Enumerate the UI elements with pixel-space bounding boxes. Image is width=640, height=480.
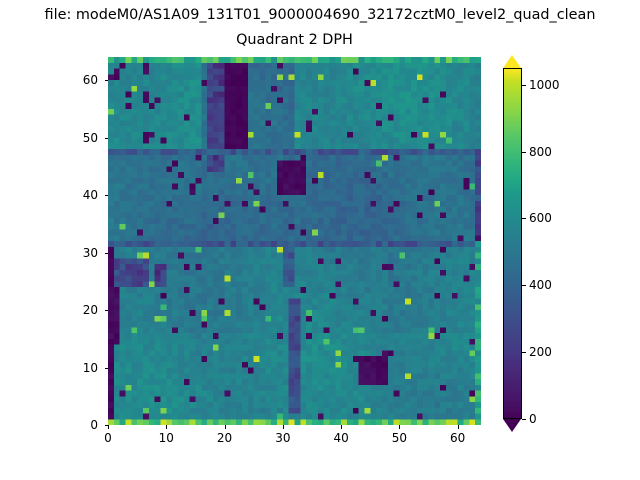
colorbar-tick-label: 200 <box>529 345 552 360</box>
heatmap-image <box>108 57 481 425</box>
x-tick-mark <box>457 425 459 429</box>
colorbar-gradient <box>503 68 522 419</box>
y-tick-mark <box>104 425 108 426</box>
x-tick-mark <box>166 425 168 429</box>
colorbar-tick-label: 0 <box>529 412 537 426</box>
x-tick-mark <box>224 425 226 429</box>
colorbar-tick-mark <box>522 84 526 86</box>
colorbar-tick-mark <box>522 419 526 420</box>
y-tick-label: 60 <box>82 73 98 87</box>
y-tick-label: 40 <box>82 188 98 202</box>
x-tick-label: 10 <box>158 431 174 445</box>
y-tick-mark <box>104 310 108 311</box>
x-tick-label: 60 <box>450 431 466 445</box>
y-tick-mark <box>104 252 108 254</box>
x-tick-mark <box>108 425 109 429</box>
y-tick-label: 20 <box>82 303 98 317</box>
heatmap-axes <box>107 56 482 426</box>
y-tick-label: 30 <box>82 245 98 260</box>
colorbar-extend-max-arrow-icon <box>503 55 521 68</box>
x-tick-mark <box>399 425 401 429</box>
y-tick-label: 10 <box>82 360 98 375</box>
x-tick-mark <box>341 425 343 429</box>
colorbar-tick-label: 1000 <box>529 77 560 92</box>
x-tick-label: 0 <box>104 431 112 445</box>
x-tick-label: 30 <box>275 431 291 445</box>
colorbar-tick-mark <box>522 151 526 153</box>
colorbar-tick-mark <box>522 218 526 220</box>
y-tick-mark <box>104 195 108 196</box>
colorbar-tick-mark <box>522 285 526 287</box>
colorbar-tick-label: 800 <box>529 144 552 159</box>
y-tick-label: 0 <box>90 418 98 432</box>
x-tick-mark <box>282 425 284 429</box>
figure-suptitle: file: modeM0/AS1A09_131T01_9000004690_32… <box>44 7 596 23</box>
colorbar-tick-mark <box>522 352 526 354</box>
y-tick-label: 50 <box>82 130 98 145</box>
colorbar-tick-label: 600 <box>529 211 552 226</box>
colorbar <box>503 55 522 432</box>
axes-title: Quadrant 2 DPH <box>236 32 353 48</box>
x-tick-label: 20 <box>216 431 233 445</box>
figure-suptitle-container: file: modeM0/AS1A09_131T01_9000004690_32… <box>0 4 640 26</box>
x-tick-label: 50 <box>391 431 408 445</box>
y-tick-mark <box>104 80 108 81</box>
colorbar-tick-label: 400 <box>529 278 552 293</box>
x-tick-label: 40 <box>333 431 349 445</box>
y-tick-mark <box>104 137 108 139</box>
y-tick-mark <box>104 367 108 369</box>
colorbar-extend-min-arrow-icon <box>503 419 521 432</box>
